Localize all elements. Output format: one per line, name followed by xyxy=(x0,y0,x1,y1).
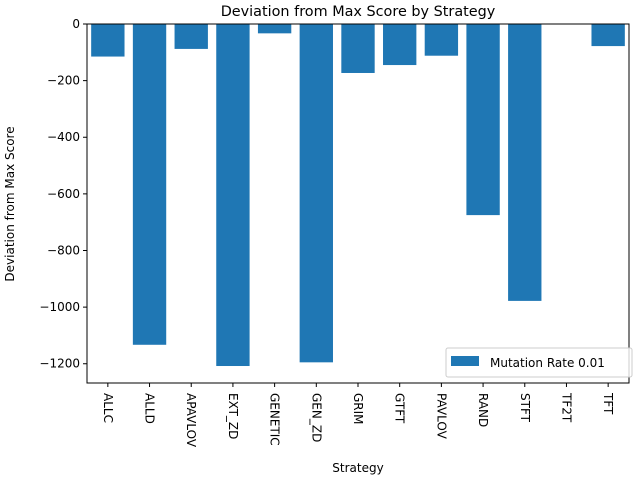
bar-pavlov xyxy=(424,24,459,56)
y-tick-label: 0 xyxy=(72,17,80,31)
x-tick-label: APAVLOV xyxy=(184,393,198,448)
y-tick-label: −800 xyxy=(47,243,80,257)
bar-gen_zd xyxy=(299,24,333,363)
chart-title: Deviation from Max Score by Strategy xyxy=(221,4,496,20)
bar-grim xyxy=(341,24,375,73)
x-tick-label: GEN_ZD xyxy=(309,393,323,442)
y-tick-label: −1200 xyxy=(39,357,80,371)
bar-tft xyxy=(591,24,625,47)
x-tick-label: PAVLOV xyxy=(434,393,448,440)
bar-stft xyxy=(508,24,542,301)
x-tick-label: GRIM xyxy=(351,393,365,425)
x-tick-label: TFT xyxy=(601,392,615,415)
bar-genetic xyxy=(257,24,292,34)
y-axis: 0 −200 −400 −600 −800 −1000 −1200 xyxy=(39,17,87,371)
x-tick-label: ALLC xyxy=(101,393,115,423)
x-tick-label: EXT_ZD xyxy=(226,393,240,439)
legend: Mutation Rate 0.01 xyxy=(445,347,633,378)
legend-box xyxy=(445,347,633,378)
bar-gtft xyxy=(383,24,417,66)
x-tick-label: STFT xyxy=(518,393,532,423)
y-tick-label: −1000 xyxy=(39,300,80,314)
x-axis-label: Strategy xyxy=(332,461,383,475)
y-tick-label: −200 xyxy=(47,74,80,88)
y-axis-label: Deviation from Max Score xyxy=(3,126,17,281)
y-tick-label: −400 xyxy=(47,130,80,144)
x-tick-label: TF2T xyxy=(559,392,573,423)
legend-swatch xyxy=(451,356,479,366)
bar-rand xyxy=(466,24,500,216)
plot-frame xyxy=(86,23,630,384)
x-tick-label: GTFT xyxy=(393,393,407,424)
bar-allc xyxy=(91,24,125,57)
x-axis: ALLC ALLD APAVLOV EXT_ZD GENETIC GEN_ZD GRIM GT… xyxy=(101,383,615,448)
legend-label: Mutation Rate 0.01 xyxy=(490,356,605,370)
y-tick-label: −600 xyxy=(47,187,80,201)
bars-group xyxy=(91,24,625,367)
x-tick-label: GENETIC xyxy=(268,393,282,446)
x-tick-label: ALLD xyxy=(143,393,157,424)
x-tick-label: RAND xyxy=(476,393,490,427)
bar-apavlov xyxy=(174,24,208,49)
bar-ext_zd xyxy=(216,24,250,367)
bar-alld xyxy=(132,24,167,345)
